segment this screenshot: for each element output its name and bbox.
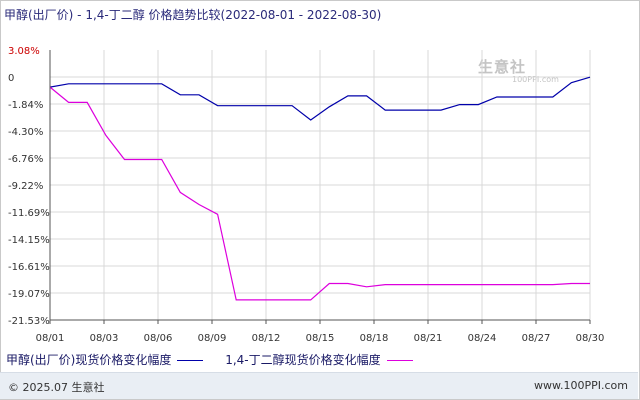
x-tick-label: 08/27 (522, 333, 551, 344)
y-tick-label: -16.61% (8, 262, 50, 273)
x-tick-label: 08/03 (90, 333, 119, 344)
y-tick-label: -6.76% (8, 154, 43, 165)
y-tick-label: -14.15% (8, 235, 50, 246)
site-link[interactable]: www.100PPI.com (534, 379, 628, 392)
y-tick-label: -19.07% (8, 289, 50, 300)
y-tick-label: -9.22% (8, 181, 43, 192)
grid-lines (50, 50, 591, 320)
series-lines (49, 76, 591, 301)
y-tick-label: -1.84% (8, 100, 43, 111)
y-tick-label: -11.69% (8, 208, 50, 219)
legend-label-bdo: 1,4-丁二醇现货价格变化幅度 (225, 353, 381, 367)
x-axis-ticks: 08/01 08/03 08/06 08/09 08/12 08/15 08/18 08/21… (36, 320, 605, 344)
y-tick-label: 0 (8, 73, 14, 84)
legend: 甲醇(出厂价)现货价格变化幅度 1,4-丁二醇现货价格变化幅度 (6, 351, 431, 368)
legend-label-methanol: 甲醇(出厂价)现货价格变化幅度 (6, 353, 172, 367)
legend-item-methanol: 甲醇(出厂价)现货价格变化幅度 (6, 351, 204, 368)
x-tick-label: 08/06 (144, 333, 173, 344)
copyright-text: © 2025.07 生意社 (8, 381, 105, 394)
legend-swatch-bdo (386, 360, 413, 361)
watermark-logo: 生意社 (478, 58, 527, 76)
x-tick-label: 08/12 (252, 333, 281, 344)
y-tick-label: -21.53% (8, 316, 50, 327)
x-tick-label: 08/09 (198, 333, 227, 344)
chart-title: 甲醇(出厂价) - 1,4-丁二醇 价格趋势比较(2022-08-01 - 20… (4, 8, 382, 22)
series-line-bdo (49, 86, 590, 301)
watermark-url: 100PPI.com (512, 75, 559, 84)
legend-swatch-methanol (177, 360, 204, 361)
y-axis-ticks: 3.08% 0 -1.84% -4.30% -6.76% -9.22% -11.69% -14… (8, 46, 50, 327)
y-tick-label: -4.30% (8, 127, 43, 138)
line-chart: 3.08% 0 -1.84% -4.30% -6.76% -9.22% -11.69% -14… (8, 46, 605, 344)
x-tick-label: 08/21 (414, 333, 443, 344)
legend-item-bdo: 1,4-丁二醇现货价格变化幅度 (225, 351, 413, 368)
x-tick-label: 08/15 (306, 333, 335, 344)
footer-bar: © 2025.07 生意社 www.100PPI.com (0, 372, 638, 399)
watermark: 生意社 100PPI.com (478, 56, 559, 84)
x-tick-label: 08/18 (360, 333, 389, 344)
x-tick-label: 08/24 (468, 333, 497, 344)
x-tick-label: 08/30 (576, 333, 605, 344)
y-tick-label: 3.08% (8, 46, 40, 57)
x-tick-label: 08/01 (36, 333, 65, 344)
series-line-methanol (49, 76, 591, 121)
